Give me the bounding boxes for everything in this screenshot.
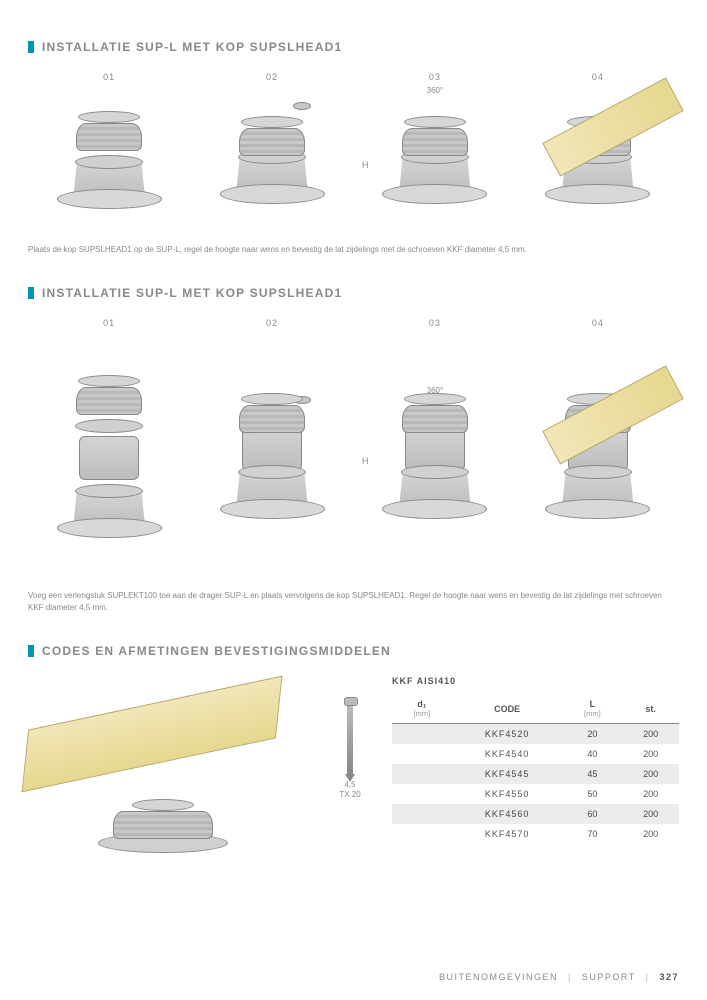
cell-st: 200: [622, 724, 679, 745]
step-2-01: 01: [32, 318, 186, 576]
cell-code: KKF4560: [452, 804, 563, 824]
step-1-03: 03 360° H: [358, 72, 512, 230]
cell-code: KKF4570: [452, 824, 563, 844]
cell-L: 40: [562, 744, 622, 764]
cell-L: 45: [562, 764, 622, 784]
washer-icon: [293, 102, 311, 110]
footer-category: BUITENOMGEVINGEN: [439, 972, 558, 982]
step-label: 02: [266, 318, 278, 328]
pedestal-diagram: 360° H: [370, 90, 500, 230]
section-install-2: INSTALLATIE SUP-L MET KOP SUPSLHEAD1 01 …: [28, 286, 679, 614]
steps-row-1: 01 02 03 360° H: [28, 72, 679, 230]
rotation-label: 360°: [427, 86, 444, 95]
heading-3: CODES EN AFMETINGEN BEVESTIGINGSMIDDELEN: [28, 644, 679, 658]
step-1-04: 04: [521, 72, 675, 230]
heading-1-text: INSTALLATIE SUP-L MET KOP SUPSLHEAD1: [42, 40, 342, 54]
footer-page: 327: [659, 972, 679, 982]
cell-st: 200: [622, 804, 679, 824]
steps-row-2: 01 02: [28, 318, 679, 576]
cell-st: 200: [622, 784, 679, 804]
page-footer: BUITENOMGEVINGEN | SUPPORT | 327: [439, 972, 679, 982]
heading-3-text: CODES EN AFMETINGEN BEVESTIGINGSMIDDELEN: [42, 644, 391, 658]
accent-bar-icon: [28, 41, 34, 53]
step-label: 03: [429, 72, 441, 82]
step-label: 01: [103, 318, 115, 328]
step-label: 03: [429, 318, 441, 328]
heading-2: INSTALLATIE SUP-L MET KOP SUPSLHEAD1: [28, 286, 679, 300]
cell-code: KKF4540: [452, 744, 563, 764]
caption-1: Plaats de kop SUPSLHEAD1 op de SUP-L, re…: [28, 244, 679, 256]
col-d1: d₁[mm]: [392, 694, 452, 724]
heading-2-text: INSTALLATIE SUP-L MET KOP SUPSLHEAD1: [42, 286, 342, 300]
cell-L: 70: [562, 824, 622, 844]
cell-L: 60: [562, 804, 622, 824]
codes-row: 4,5TX 20 KKF AISI410 d₁[mm]CODEL[mm]st. …: [28, 676, 679, 844]
height-label: H: [362, 456, 369, 466]
pedestal-diagram: [207, 90, 337, 230]
cell-code: KKF4550: [452, 784, 563, 804]
cell-code: KKF4520: [452, 724, 563, 745]
step-label: 02: [266, 72, 278, 82]
caption-2: Voeg een verlengstuk SUPLEKT100 toe aan …: [28, 590, 679, 614]
accent-bar-icon: [28, 287, 34, 299]
cell-L: 20: [562, 724, 622, 745]
table-row: KKF455050200: [392, 784, 679, 804]
table-row: KKF457070200: [392, 824, 679, 844]
screw-icon: [347, 704, 353, 774]
screw-name: KKF AISI410: [392, 676, 679, 686]
fastener-table: KKF AISI410 d₁[mm]CODEL[mm]st. KKF452020…: [392, 676, 679, 844]
step-label: 01: [103, 72, 115, 82]
step-label: 04: [592, 72, 604, 82]
pedestal-with-beam: [533, 90, 663, 230]
pedestal-diagram: [207, 336, 337, 576]
cell-L: 50: [562, 784, 622, 804]
col-L: L[mm]: [562, 694, 622, 724]
table-row: KKF456060200: [392, 804, 679, 824]
height-label: H: [362, 160, 369, 170]
pedestal-with-beam: [533, 336, 663, 576]
col-st: st.: [622, 694, 679, 724]
section-install-1: INSTALLATIE SUP-L MET KOP SUPSLHEAD1 01 …: [28, 40, 679, 256]
section-codes: CODES EN AFMETINGEN BEVESTIGINGSMIDDELEN…: [28, 644, 679, 844]
col-code: CODE: [452, 694, 563, 724]
step-2-04: 04: [521, 318, 675, 576]
fastener-illustration: [28, 676, 308, 836]
heading-1: INSTALLATIE SUP-L MET KOP SUPSLHEAD1: [28, 40, 679, 54]
screw-column: 4,5TX 20: [328, 676, 372, 801]
pedestal-diagram: 360° H: [370, 336, 500, 576]
screw-drive: TX 20: [339, 790, 360, 799]
accent-bar-icon: [28, 645, 34, 657]
step-label: 04: [592, 318, 604, 328]
cell-st: 200: [622, 744, 679, 764]
table-row: KKF454545200: [392, 764, 679, 784]
table-row: KKF452020200: [392, 724, 679, 745]
cell-st: 200: [622, 764, 679, 784]
cell-code: KKF4545: [452, 764, 563, 784]
step-2-03: 03 360° H: [358, 318, 512, 576]
pedestal-exploded: [44, 336, 174, 576]
wood-beam: [22, 676, 283, 793]
footer-sub: SUPPORT: [582, 972, 636, 982]
extension-piece: [79, 436, 139, 480]
cell-st: 200: [622, 824, 679, 844]
step-1-02: 02: [195, 72, 349, 230]
table-row: KKF454040200: [392, 744, 679, 764]
step-2-02: 02: [195, 318, 349, 576]
step-1-01: 01: [32, 72, 186, 230]
pedestal-diagram: [44, 90, 174, 230]
